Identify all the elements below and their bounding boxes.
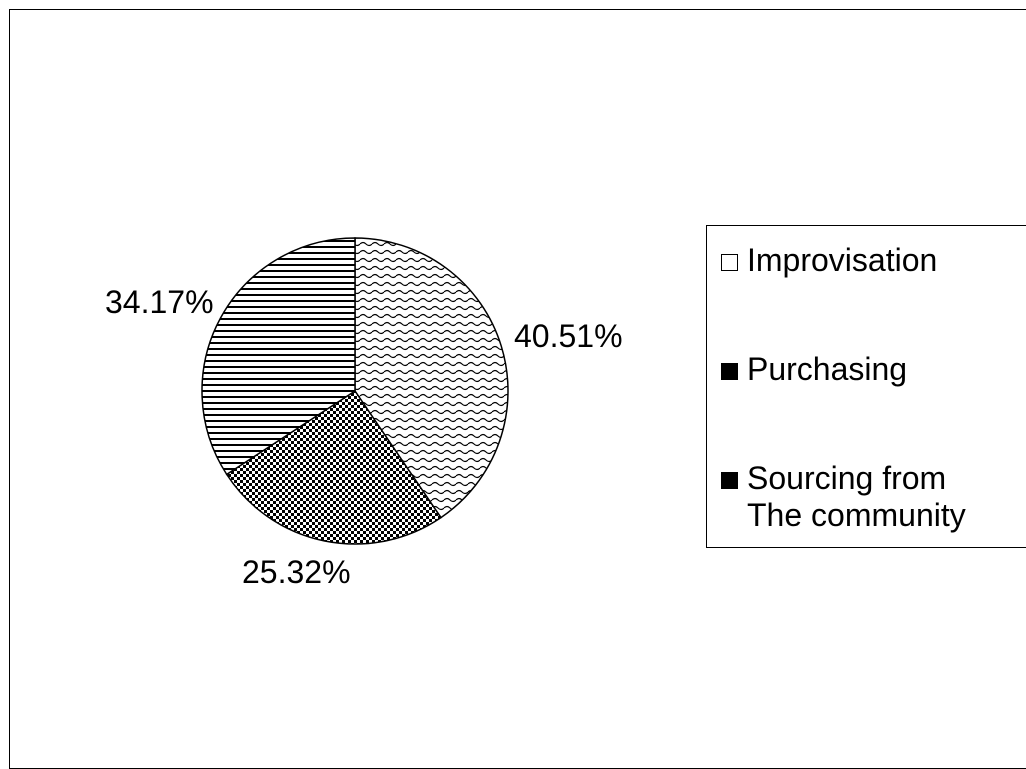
legend-swatch-sourcing	[721, 472, 738, 489]
legend-label-sourcing: Sourcing from The community	[747, 460, 966, 533]
slice-label-purchasing: 25.32%	[242, 554, 351, 590]
legend-label-purchasing: Purchasing	[747, 351, 908, 387]
legend-label-improvisation: Improvisation	[747, 242, 938, 278]
slice-label-sourcing-from-the-community: 34.17%	[105, 284, 214, 320]
legend-swatch-improvisation	[721, 254, 738, 271]
slice-label-improvisation: 40.51%	[514, 318, 623, 354]
pie-slice-improvisation	[354, 237, 509, 519]
pie-slice-purchasing	[225, 389, 442, 545]
legend: Improvisation Purchasing Sourcing from T…	[706, 225, 1026, 548]
pie-slice-sourcing-from-the-community	[201, 237, 356, 476]
legend-swatch-purchasing	[721, 363, 738, 380]
